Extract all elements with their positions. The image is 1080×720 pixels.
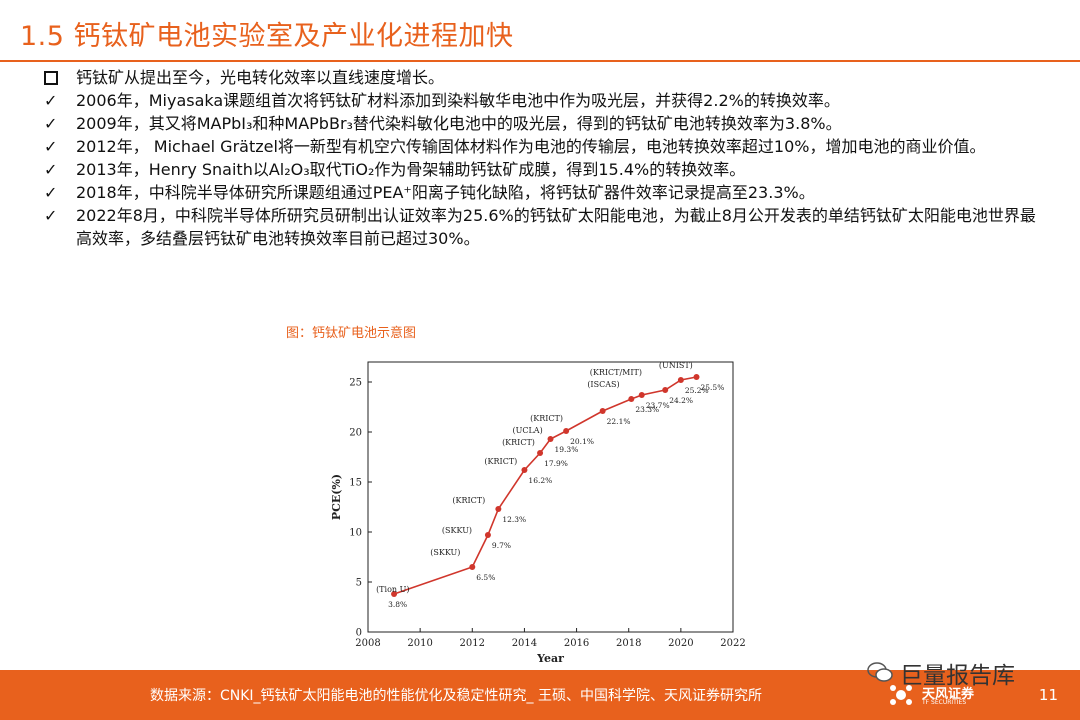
data-point [599,408,606,414]
tf-securities-logo-icon [890,685,912,705]
y-tick-label: 25 [349,378,362,389]
institution-label: (UNIST) [659,361,693,370]
bullet-2006: ✓ 2006年，Miyasaka课题组首次将钙钛矿材料添加到染料敏华电池中作为吸… [44,89,1044,112]
data-point [693,374,700,380]
checkmark-icon: ✓ [44,183,58,202]
bullet-text: 2018年，中科院半导体研究所课题组通过PEA⁺阳离子钝化缺陷，将钙钛矿器件效率… [76,183,815,202]
x-tick-label: 2014 [512,638,537,649]
chart-background [318,350,748,668]
x-tick-label: 2018 [616,638,641,649]
brand-name: 天风证券 [922,687,975,702]
data-value-label: 23.3% [635,405,659,414]
title-divider [0,60,1080,62]
pce-line-chart: 2008 2010 2012 2014 2016 2018 2020 2022 0 5 10 15 20… [318,350,748,668]
data-point [628,396,635,402]
institution-label: (KRICT) [502,438,535,447]
bullet-2018: ✓ 2018年，中科院半导体研究所课题组通过PEA⁺阳离子钝化缺陷，将钙钛矿器件… [44,181,1044,204]
data-value-label: 22.1% [607,417,631,426]
bullet-2013: ✓ 2013年，Henry Snaith以Al₂O₃取代TiO₂作为骨架辅助钙钛… [44,158,1044,181]
data-value-label: 3.8% [388,600,407,609]
data-point [662,387,669,393]
data-value-label: 9.7% [492,541,511,550]
data-point [484,532,491,538]
bullet-2022: ✓ 2022年8月，中科院半导体所研究员研制出认证效率为25.6%的钙钛矿太阳能… [44,204,1044,250]
institution-label: (ISCAS) [587,380,619,389]
data-source: 数据来源：CNKI_钙钛矿太阳能电池的性能优化及稳定性研究_ 王硕、中国科学院、… [150,688,763,704]
checkmark-icon: ✓ [44,114,58,133]
institution-label: (Tion U) [376,585,409,594]
data-value-label: 23.7% [646,401,670,410]
page-number: 11 [1038,686,1058,704]
data-value-label: 12.3% [502,515,526,524]
institution-label: (KRICT) [452,496,485,505]
bullet-2009: ✓ 2009年，其又将MAPbI₃和种MAPbBr₃替代染料敏化电池中的吸光层，… [44,112,1044,135]
y-tick-label: 0 [356,628,362,639]
y-tick-label: 15 [349,478,362,489]
institution-label: (KRICT) [530,414,563,423]
chart-caption: 图：钙钛矿电池示意图 [286,326,417,341]
y-tick-label: 20 [349,428,362,439]
wechat-icon [867,662,893,682]
data-value-label: 19.3% [555,445,579,454]
data-value-label: 20.1% [570,437,594,446]
bullet-text: 2022年8月，中科院半导体所研究员研制出认证效率为25.6%的钙钛矿太阳能电池… [76,206,1036,248]
data-point [638,392,645,398]
data-point [547,436,554,442]
page-title: 1.5 钙钛矿电池实验室及产业化进程加快 [20,21,514,52]
bullet-text: 2013年，Henry Snaith以Al₂O₃取代TiO₂作为骨架辅助钙钛矿成… [76,160,746,179]
data-value-label: 25.2% [685,386,709,395]
y-axis-label: PCE(%) [330,474,343,520]
institution-label: (KRICT) [484,457,517,466]
checkmark-icon: ✓ [44,160,58,179]
data-value-label: 6.5% [476,573,495,582]
checkmark-icon: ✓ [44,137,58,156]
checkmark-icon: ✓ [44,206,58,225]
data-point [469,564,476,570]
bullet-text: 2006年，Miyasaka课题组首次将钙钛矿材料添加到染料敏华电池中作为吸光层… [76,91,840,110]
data-value-label: 24.2% [669,396,693,405]
data-point [521,467,528,473]
bullet-list: 钙钛矿从提出至今，光电转化效率以直线速度增长。 ✓ 2006年，Miyasaka… [44,66,1044,250]
x-tick-label: 2016 [564,638,589,649]
bullet-text: 2009年，其又将MAPbI₃和种MAPbBr₃替代染料敏化电池中的吸光层，得到… [76,114,842,133]
plot-frame [367,361,734,633]
x-tick-label: 2008 [355,638,380,649]
x-tick-label: 2012 [460,638,485,649]
data-value-label: 17.9% [544,459,568,468]
bullet-2012: ✓ 2012年， Michael Grätzel将一新型有机空穴传输固体材料作为… [44,135,1044,158]
bullet-summary: 钙钛矿从提出至今，光电转化效率以直线速度增长。 [44,66,1044,89]
data-value-label: 16.2% [528,476,552,485]
data-value-label: 25.5% [701,383,725,392]
bullet-text: 2012年， Michael Grätzel将一新型有机空穴传输固体材料作为电池… [76,137,986,156]
watermark: 巨量报告库 [900,663,1015,689]
data-point [495,506,502,512]
institution-label: (KRICT/MIT) [590,368,642,377]
square-bullet-icon [44,66,70,91]
institution-label: (UCLA) [513,426,543,435]
checkmark-icon: ✓ [44,91,58,110]
x-tick-label: 2020 [668,638,693,649]
x-tick-label: 2022 [720,638,745,649]
brand-subtitle: TF SECURITIES [922,699,967,706]
y-tick-label: 5 [356,578,362,589]
y-tick-label: 10 [349,528,362,539]
pce-series-line [393,376,697,595]
data-point [563,428,570,434]
x-tick-label: 2010 [407,638,432,649]
data-point [391,591,398,597]
data-point [677,377,684,383]
institution-label: (SKKU) [430,548,460,557]
x-axis-label: Year [536,652,564,665]
bullet-text: 钙钛矿从提出至今，光电转化效率以直线速度增长。 [76,68,445,87]
data-point [537,450,544,456]
institution-label: (SKKU) [442,526,472,535]
